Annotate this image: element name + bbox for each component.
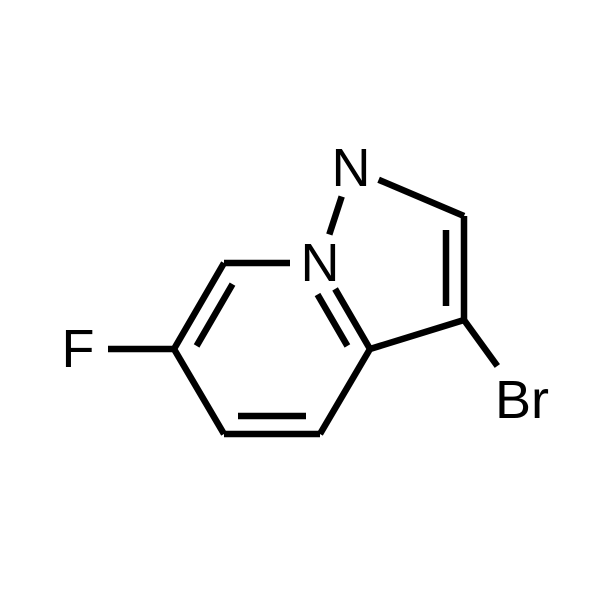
atom-label-n: N bbox=[332, 138, 371, 198]
atom-label-br: Br bbox=[495, 370, 549, 430]
molecule-diagram: F NN Br bbox=[0, 0, 600, 600]
atom-label-n: N bbox=[301, 233, 340, 293]
atom-label-f: F bbox=[62, 319, 95, 379]
